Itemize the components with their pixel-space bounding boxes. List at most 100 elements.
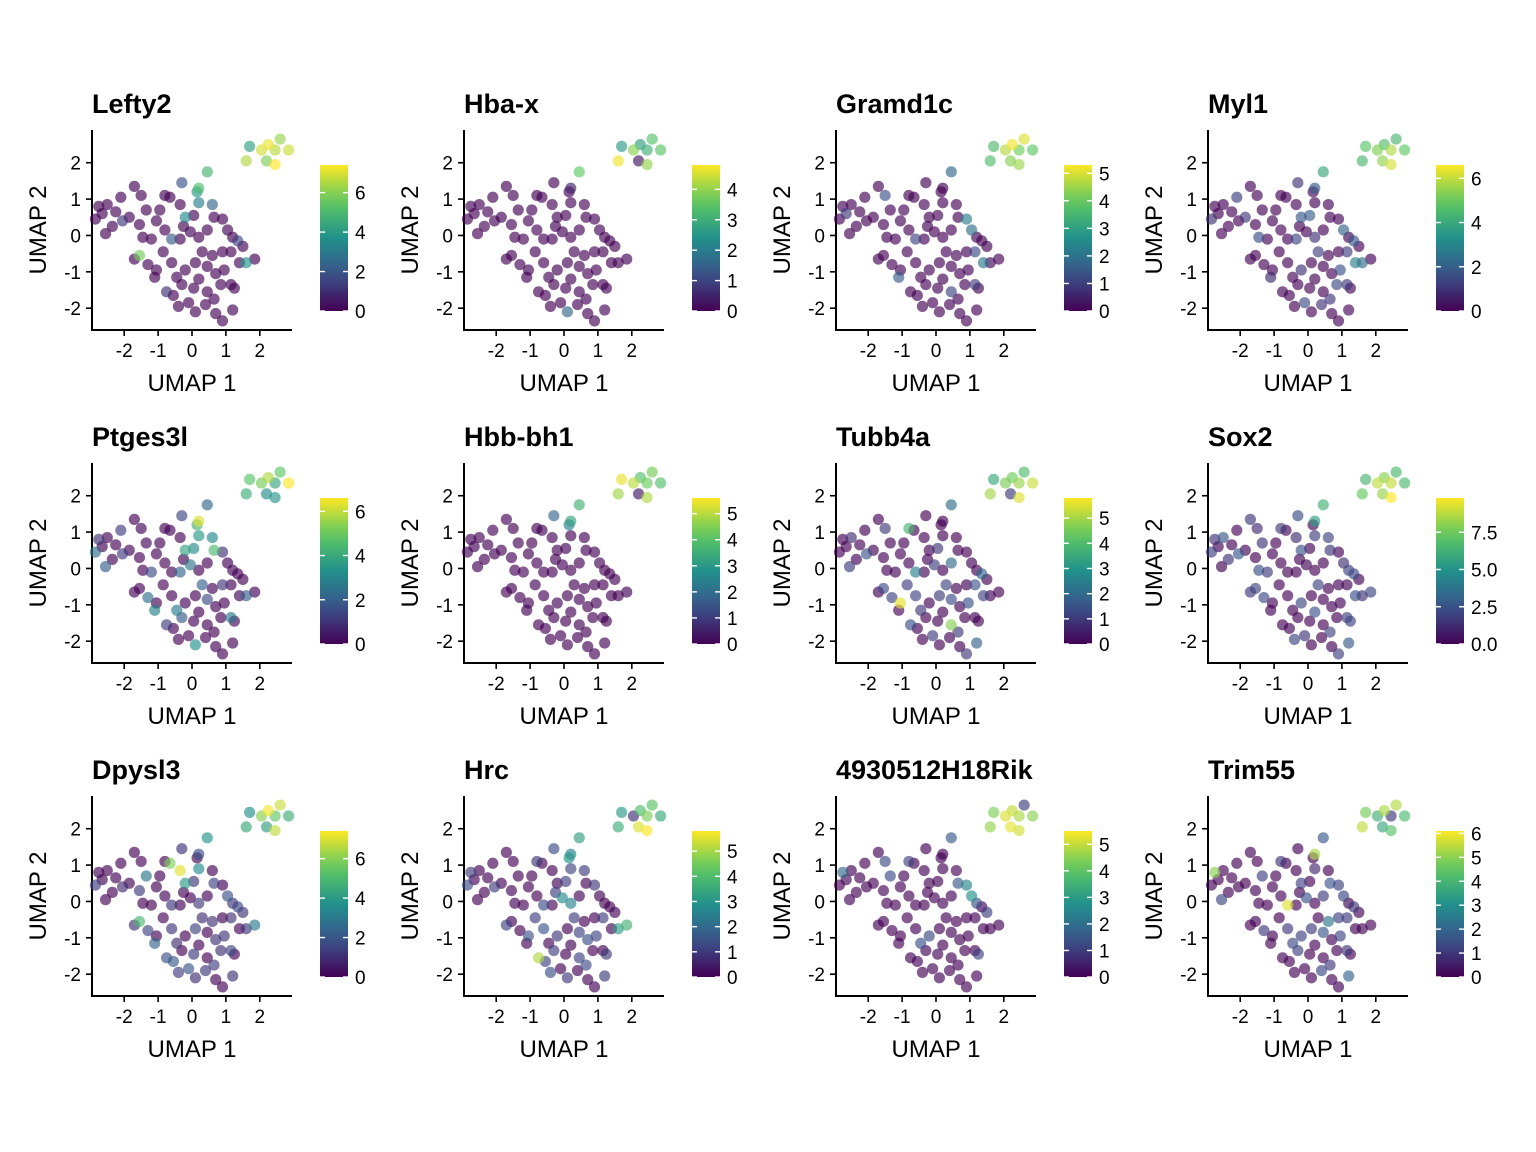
cell-point	[189, 306, 201, 318]
cell-point	[965, 224, 978, 236]
cell-point	[1299, 963, 1311, 975]
cell-point	[945, 557, 957, 569]
cell-point	[600, 615, 612, 627]
x-tick-label: 2	[255, 1007, 266, 1028]
cell-point	[646, 799, 658, 811]
cell-point	[1305, 923, 1317, 935]
x-tick-label: 0	[187, 674, 198, 695]
cell-point	[1317, 286, 1329, 298]
cell-point	[1332, 213, 1345, 225]
cell-point	[1385, 144, 1397, 156]
cell-point	[505, 884, 518, 897]
cell-point	[1356, 155, 1368, 167]
cell-point	[881, 897, 893, 909]
feature-panel-ptges3l: Ptges3l -2 -1 0 1 2 -2 -1 0 1 2 UMAP 1 UMAP 2 0 2 4 6	[25, 422, 366, 730]
cell-point	[599, 231, 611, 243]
cell-point	[1295, 544, 1307, 556]
cell-point	[196, 912, 208, 924]
cell-point	[993, 253, 1005, 265]
cell-point	[1013, 824, 1025, 837]
cell-point	[988, 806, 1000, 818]
x-tick-label: 1	[221, 341, 232, 362]
x-tick-label: 1	[1337, 1007, 1348, 1028]
cell-point	[972, 615, 984, 627]
x-tick-label: -1	[894, 674, 911, 695]
cell-point	[529, 912, 541, 924]
cell-point	[1013, 491, 1025, 504]
cell-point	[478, 220, 490, 232]
y-axis-title: UMAP 2	[1141, 186, 1168, 275]
cell-point	[850, 553, 862, 565]
cell-point	[174, 864, 186, 877]
cell-point	[1004, 155, 1017, 167]
cell-point	[894, 548, 907, 560]
x-tick-label: 2	[1371, 1007, 1382, 1028]
colorbar-tick-label: 5	[727, 842, 738, 863]
cell-point	[1309, 273, 1321, 285]
colorbar-tick-label: 2	[355, 929, 366, 950]
cell-point	[471, 561, 484, 573]
cell-point	[1390, 799, 1402, 811]
cell-point	[208, 626, 220, 638]
x-tick-label: 0	[559, 674, 570, 695]
cell-point	[1275, 522, 1287, 535]
cell-point	[972, 948, 984, 960]
y-axis-title: UMAP 2	[397, 186, 424, 275]
cell-point	[928, 559, 940, 571]
cell-point	[1309, 897, 1321, 909]
cell-point	[1226, 539, 1238, 551]
cell-point	[555, 297, 567, 309]
cell-point	[225, 611, 237, 624]
cell-point	[500, 846, 512, 858]
cell-point	[227, 564, 239, 576]
cell-point	[99, 894, 112, 906]
cell-point	[159, 557, 171, 569]
cell-point	[898, 870, 910, 882]
cell-point	[854, 872, 866, 884]
y-tick-label: 2	[442, 154, 453, 175]
cell-point	[517, 566, 529, 578]
x-tick-label: -2	[1232, 1007, 1249, 1028]
cell-point	[546, 566, 558, 578]
colorbar-tick-label: 3	[727, 557, 738, 578]
cell-point	[560, 615, 572, 627]
cell-point	[578, 864, 590, 877]
cell-point	[923, 877, 935, 889]
cell-point	[950, 915, 962, 928]
cell-point	[526, 537, 538, 549]
cell-point	[216, 879, 229, 891]
x-tick-label: 1	[593, 674, 604, 695]
cell-point	[560, 875, 572, 888]
cell-point	[133, 884, 146, 897]
cell-point	[176, 843, 188, 855]
colorbar-tick-label: 2	[727, 918, 738, 939]
cell-point	[1232, 881, 1245, 893]
y-axis-title: UMAP 2	[769, 519, 796, 608]
cell-point	[201, 926, 213, 938]
y-tick-label: -1	[436, 929, 453, 950]
cell-point	[240, 821, 252, 833]
cell-point	[1332, 315, 1345, 327]
cell-point	[179, 211, 191, 223]
cell-point	[898, 204, 910, 216]
cell-point	[509, 231, 521, 243]
cell-point	[1322, 531, 1334, 544]
y-tick-label: 2	[442, 487, 453, 508]
feature-panel-tubb4a: Tubb4a -2 -1 0 1 2 -2 -1 0 1 2 UMAP 1 UMAP 2 0 1 2 3 4 5	[769, 422, 1110, 730]
cell-point	[573, 832, 585, 844]
cell-point	[260, 488, 273, 500]
cell-point	[910, 233, 922, 245]
cell-point	[176, 510, 188, 522]
colorbar-tick-label: 0	[1099, 635, 1110, 656]
colorbar-tick-label: 2	[1471, 920, 1482, 941]
cell-point	[616, 473, 628, 485]
cell-point	[216, 981, 229, 993]
x-tick-label: -2	[488, 674, 505, 695]
cell-point	[1253, 564, 1265, 576]
cell-point	[872, 253, 884, 265]
cell-point	[843, 228, 856, 240]
cell-point	[543, 604, 555, 616]
cell-point	[269, 491, 281, 504]
cell-point	[600, 282, 612, 294]
cell-point	[488, 215, 501, 227]
